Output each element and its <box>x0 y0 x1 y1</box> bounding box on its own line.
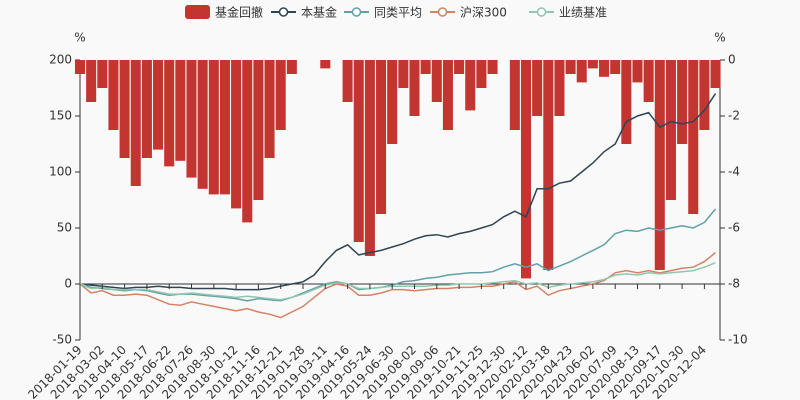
drawdown-bar <box>576 60 587 83</box>
drawdown-bar <box>342 60 353 102</box>
drawdown-bar <box>409 60 420 116</box>
drawdown-bar <box>431 60 442 102</box>
drawdown-bar <box>532 60 543 116</box>
y2-tick-label: -2 <box>728 109 740 123</box>
drawdown-bar <box>610 60 621 74</box>
drawdown-bar <box>509 60 520 130</box>
drawdown-bar <box>353 60 364 242</box>
legend-label: 业绩基准 <box>559 6 607 20</box>
legend-label: 本基金 <box>301 5 337 20</box>
drawdown-bar <box>543 60 554 270</box>
drawdown-bar <box>231 60 242 209</box>
drawdown-bar <box>677 60 688 144</box>
y-axis-label: % <box>74 31 85 45</box>
drawdown-bar <box>565 60 576 74</box>
drawdown-bar <box>643 60 654 102</box>
series-line <box>79 93 717 291</box>
drawdown-bar <box>264 60 275 158</box>
y-tick-label: 200 <box>49 53 72 67</box>
drawdown-bar <box>164 60 175 167</box>
legend-label: 沪深300 <box>460 6 507 20</box>
drawdown-bar <box>621 60 632 144</box>
drawdown-bar <box>699 60 710 130</box>
drawdown-bar <box>153 60 164 150</box>
y-tick-label: 50 <box>57 221 72 235</box>
drawdown-bar <box>520 60 532 279</box>
drawdown-bar <box>108 60 119 130</box>
drawdown-bar <box>253 60 264 200</box>
drawdown-bar <box>587 60 598 69</box>
drawdown-bar <box>219 60 230 195</box>
drawdown-bar <box>710 60 721 88</box>
drawdown-bar <box>74 60 86 74</box>
y2-axis-label: % <box>714 31 725 45</box>
legend-swatch <box>351 7 362 17</box>
legend-swatch <box>437 7 448 17</box>
legend-swatch <box>536 7 547 17</box>
y-tick-label: 100 <box>49 165 72 179</box>
drawdown-bar <box>688 60 699 214</box>
drawdown-bar <box>554 60 565 116</box>
drawdown-bar <box>665 60 676 200</box>
legend-swatch <box>278 7 289 17</box>
drawdown-bar <box>141 60 152 158</box>
drawdown-bar <box>465 60 476 111</box>
drawdown-bar <box>376 60 387 214</box>
drawdown-bar <box>130 60 141 186</box>
y-tick-label: 150 <box>49 109 72 123</box>
drawdown-bar <box>320 60 331 69</box>
drawdown-bar <box>286 60 297 74</box>
drawdown-bar <box>454 60 465 74</box>
drawdown-bar <box>420 60 431 74</box>
y2-tick-label: -10 <box>728 333 748 347</box>
drawdown-bar <box>364 60 375 256</box>
y-tick-label: -50 <box>52 333 72 347</box>
drawdown-bar <box>275 60 286 130</box>
drawdown-bar <box>186 60 197 178</box>
drawdown-bar <box>476 60 487 88</box>
y-tick-label: 0 <box>64 277 72 291</box>
drawdown-bar <box>208 60 219 195</box>
legend-label: 基金回撤 <box>215 5 263 20</box>
drawdown-bar <box>398 60 409 88</box>
series-line <box>79 262 716 301</box>
drawdown-bar <box>119 60 130 158</box>
drawdown-bar <box>654 60 665 270</box>
y2-tick-label: 0 <box>728 53 736 67</box>
drawdown-bar <box>387 60 398 144</box>
drawdown-bar <box>487 60 498 74</box>
drawdown-bar <box>97 60 108 88</box>
drawdown-bar <box>175 60 186 161</box>
legend-swatch <box>185 5 210 19</box>
drawdown-bar <box>86 60 97 102</box>
drawdown-bar <box>632 60 643 83</box>
y2-tick-label: -4 <box>728 165 740 179</box>
drawdown-bar <box>599 60 610 77</box>
legend-label: 同类平均 <box>374 6 422 20</box>
drawdown-bar <box>197 60 208 189</box>
y2-tick-label: -6 <box>728 221 740 235</box>
drawdown-bar <box>442 60 453 130</box>
y2-tick-label: -8 <box>728 277 740 291</box>
drawdown-bar <box>242 60 253 223</box>
